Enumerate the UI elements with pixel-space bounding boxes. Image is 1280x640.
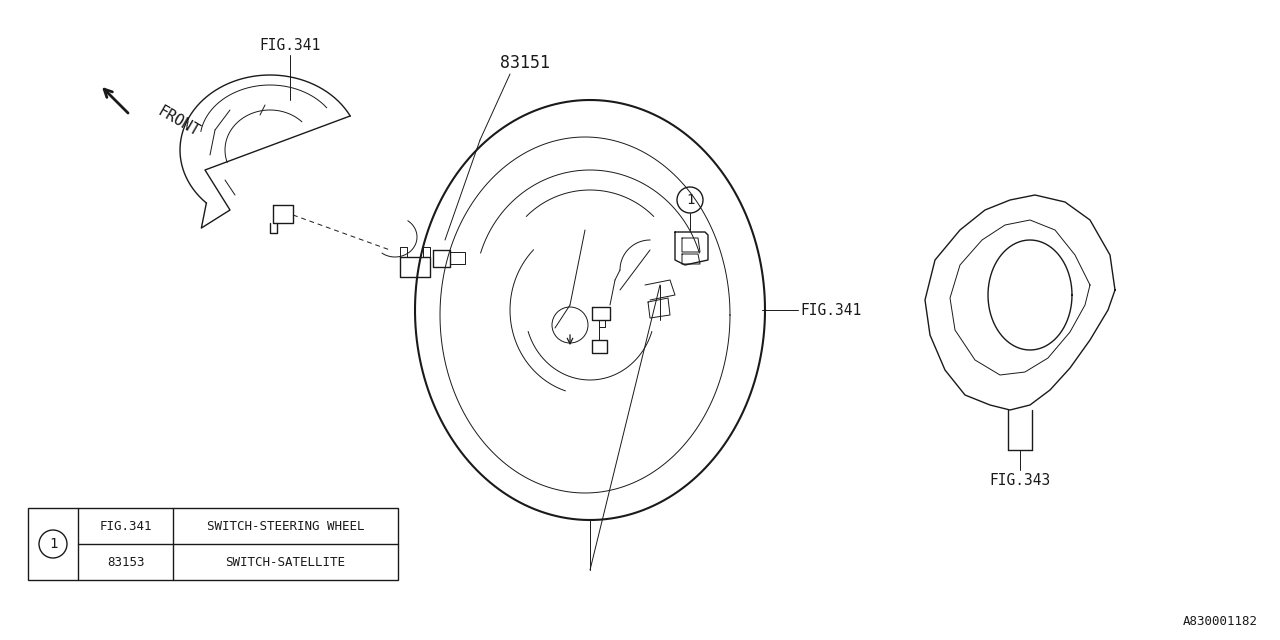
Text: FIG.341: FIG.341 — [800, 303, 861, 317]
Text: 1: 1 — [686, 193, 694, 207]
Text: 83151: 83151 — [500, 54, 550, 72]
Text: FRONT: FRONT — [155, 104, 202, 140]
Text: SWITCH-SATELLITE: SWITCH-SATELLITE — [225, 556, 346, 568]
Text: 83153: 83153 — [106, 556, 145, 568]
Text: FIG.341: FIG.341 — [260, 38, 320, 53]
Text: FIG.341: FIG.341 — [100, 520, 152, 532]
Text: FIG.343: FIG.343 — [989, 473, 1051, 488]
Bar — [28, 508, 398, 580]
Text: SWITCH-STEERING WHEEL: SWITCH-STEERING WHEEL — [207, 520, 365, 532]
Text: A830001182: A830001182 — [1183, 615, 1258, 628]
Text: 1: 1 — [49, 537, 58, 551]
